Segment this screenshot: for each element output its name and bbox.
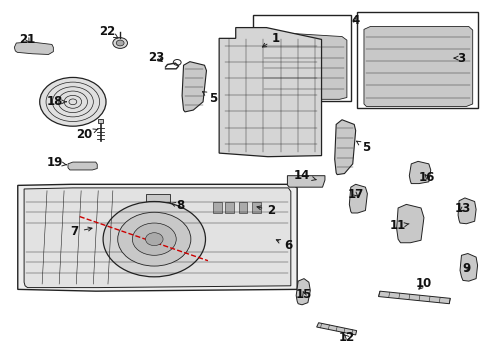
Text: 6: 6 <box>276 239 292 252</box>
Polygon shape <box>287 176 325 187</box>
Polygon shape <box>396 204 423 243</box>
Text: 9: 9 <box>461 262 469 275</box>
Text: 11: 11 <box>389 219 408 233</box>
FancyBboxPatch shape <box>212 202 221 213</box>
Polygon shape <box>68 162 97 170</box>
FancyBboxPatch shape <box>238 202 247 213</box>
Text: 15: 15 <box>295 288 311 301</box>
Polygon shape <box>98 119 103 123</box>
Polygon shape <box>203 195 267 218</box>
Circle shape <box>118 212 190 266</box>
Text: 20: 20 <box>76 127 98 141</box>
Polygon shape <box>348 184 366 213</box>
Polygon shape <box>24 188 290 288</box>
Polygon shape <box>14 42 53 54</box>
Polygon shape <box>182 62 206 112</box>
Text: 12: 12 <box>338 330 354 343</box>
Circle shape <box>145 233 163 246</box>
Polygon shape <box>316 323 356 335</box>
Circle shape <box>103 202 205 277</box>
Circle shape <box>116 40 124 46</box>
Polygon shape <box>459 253 477 281</box>
Text: 5: 5 <box>202 92 217 105</box>
Text: 21: 21 <box>20 33 36 46</box>
Text: 23: 23 <box>147 51 163 64</box>
Polygon shape <box>363 27 472 107</box>
Polygon shape <box>219 28 321 157</box>
Polygon shape <box>457 198 475 224</box>
Text: 4: 4 <box>351 14 359 27</box>
Text: 8: 8 <box>170 199 184 212</box>
FancyBboxPatch shape <box>356 12 477 108</box>
Text: 10: 10 <box>415 278 431 291</box>
Polygon shape <box>146 194 170 202</box>
Polygon shape <box>378 291 449 304</box>
Text: 1: 1 <box>262 32 280 47</box>
Polygon shape <box>261 33 346 99</box>
FancyBboxPatch shape <box>253 15 350 101</box>
Text: 18: 18 <box>47 95 66 108</box>
Polygon shape <box>146 209 168 216</box>
Polygon shape <box>334 120 355 175</box>
Text: 16: 16 <box>418 171 435 184</box>
Text: 19: 19 <box>47 156 66 169</box>
Circle shape <box>132 223 176 255</box>
Polygon shape <box>408 161 430 184</box>
Text: 13: 13 <box>454 202 470 215</box>
Text: 22: 22 <box>99 25 118 38</box>
Text: 7: 7 <box>71 225 92 238</box>
Polygon shape <box>18 184 297 291</box>
Circle shape <box>40 77 106 126</box>
FancyBboxPatch shape <box>251 202 260 213</box>
Text: 5: 5 <box>356 141 370 154</box>
Text: 2: 2 <box>257 204 275 217</box>
Text: 3: 3 <box>453 51 465 64</box>
Text: 17: 17 <box>347 188 363 201</box>
Text: 14: 14 <box>293 169 315 182</box>
FancyBboxPatch shape <box>224 202 233 213</box>
Circle shape <box>113 38 127 48</box>
Polygon shape <box>296 279 310 305</box>
